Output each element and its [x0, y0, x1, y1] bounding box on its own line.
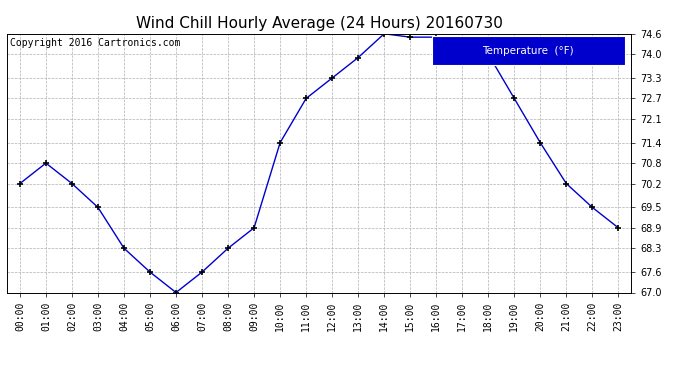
- Text: Copyright 2016 Cartronics.com: Copyright 2016 Cartronics.com: [10, 38, 180, 48]
- Title: Wind Chill Hourly Average (24 Hours) 20160730: Wind Chill Hourly Average (24 Hours) 201…: [136, 16, 502, 31]
- FancyBboxPatch shape: [431, 36, 625, 65]
- Text: Temperature  (°F): Temperature (°F): [482, 46, 574, 56]
